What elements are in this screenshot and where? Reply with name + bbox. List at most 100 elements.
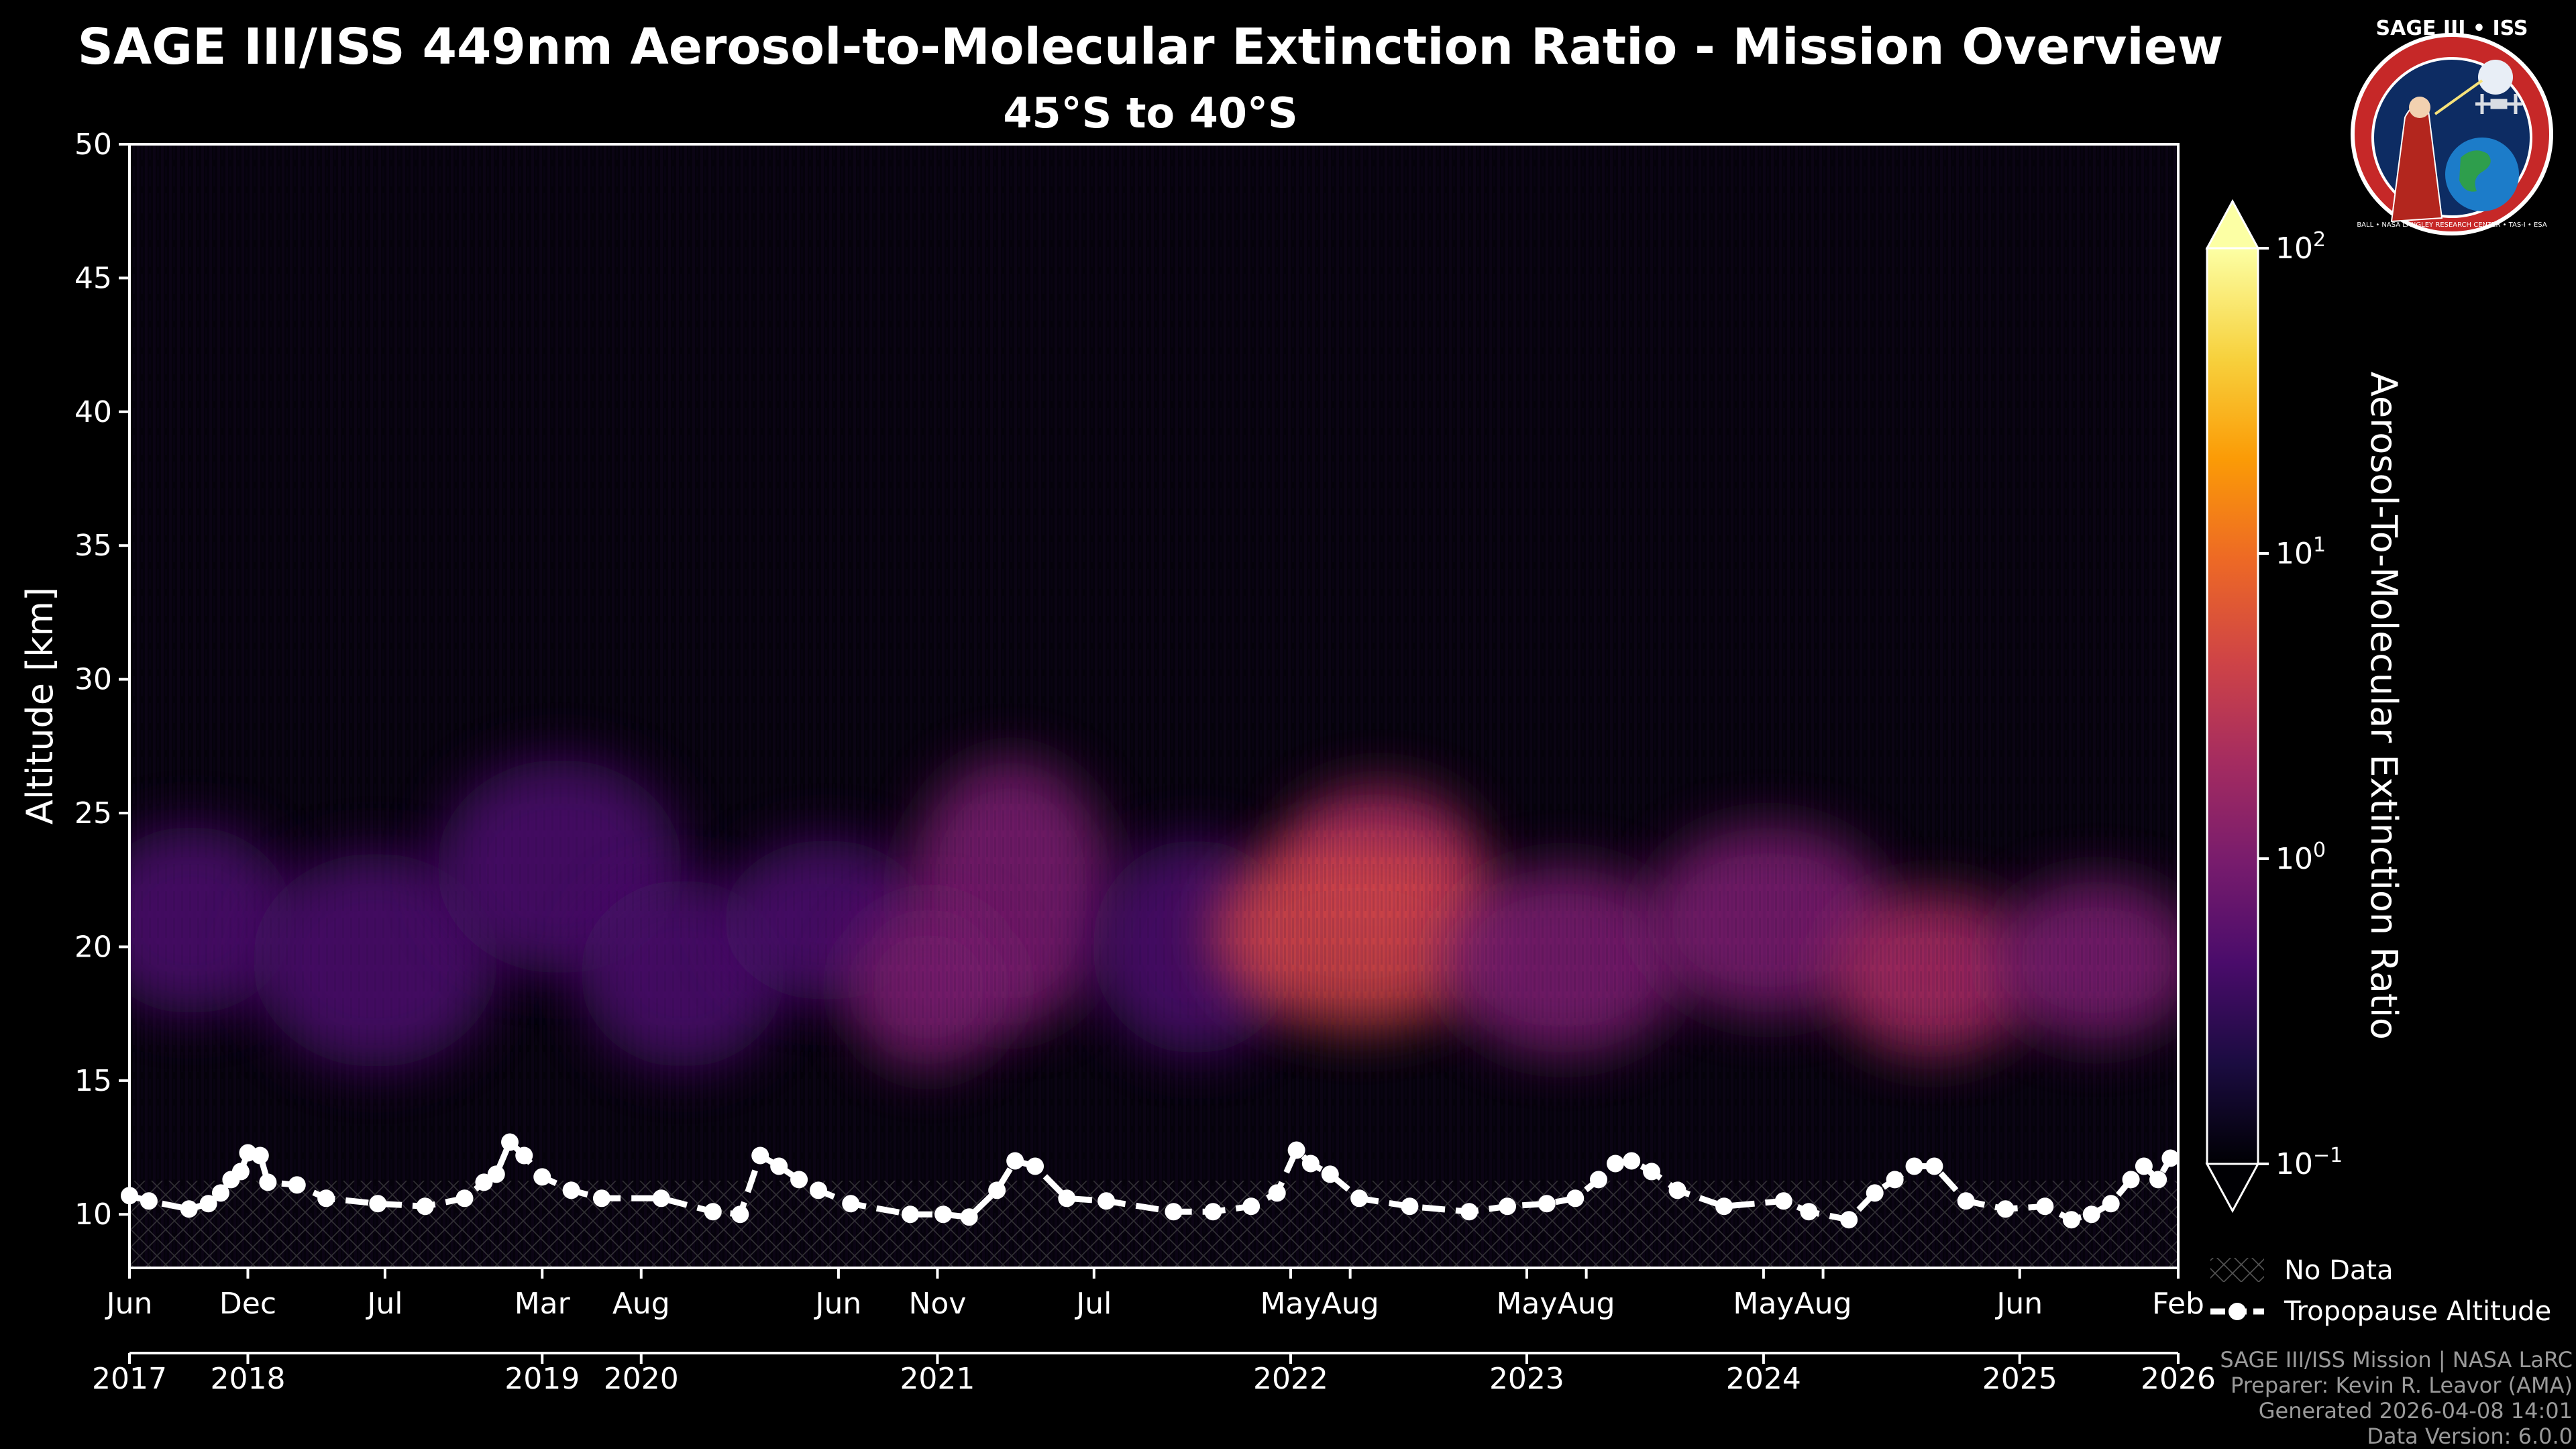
tropopause-point	[1499, 1197, 1517, 1216]
x-tick-label: Jun	[1994, 1287, 2043, 1321]
colorbar-label: Aerosol-To-Molecular Extinction Ratio	[2363, 372, 2405, 1040]
colorbar-extend-low	[2205, 1163, 2260, 1214]
astronomer-head-icon	[2409, 97, 2430, 118]
tropopause-point	[1607, 1155, 1625, 1173]
tropopause-point	[1350, 1189, 1368, 1208]
x-tick-label: Aug	[1794, 1287, 1852, 1321]
logo-ring-text: BALL • NASA LANGLEY RESEARCH CENTER • TA…	[2357, 221, 2547, 229]
tropopause-point	[731, 1205, 749, 1224]
x-tick-label: Jun	[814, 1287, 862, 1321]
x-tick-label: Jul	[1074, 1287, 1112, 1321]
colorbar-ticks: 10−1 100 101 102	[2258, 228, 2343, 1181]
tropopause-point	[140, 1192, 158, 1210]
x-tick-label: Jun	[105, 1287, 153, 1321]
footer-preparer: Preparer: Kevin R. Leavor (AMA)	[2231, 1373, 2573, 1398]
tropopause-point	[2135, 1157, 2153, 1175]
tropopause-point	[199, 1195, 217, 1213]
x-tick-label: Feb	[2152, 1287, 2204, 1321]
x-tick-label: May	[1733, 1287, 1794, 1321]
tropopause-point	[1268, 1184, 1286, 1202]
tropopause-point	[1287, 1141, 1305, 1159]
tropopause-point	[455, 1189, 474, 1208]
x-axis-months: Jun Dec Jul Mar Aug Jun Nov Jul May Aug May Aug May A…	[105, 1268, 2204, 1321]
colorbar-tick-label: 100	[2275, 839, 2326, 876]
footer-generated: Generated 2026-04-08 14:01	[2259, 1398, 2573, 1424]
heatmap-texture	[129, 144, 2178, 1268]
y-tick-label: 35	[74, 529, 112, 563]
mission-logo: SAGE III • ISS BALL • NASA LANGLEY RESEA…	[2351, 17, 2553, 235]
year-tick-label: 2024	[1726, 1362, 1801, 1396]
tropopause-point	[1058, 1189, 1076, 1208]
tropopause-point	[2122, 1171, 2140, 1189]
x-tick-label: Aug	[1322, 1287, 1379, 1321]
tropopause-point	[704, 1203, 722, 1221]
tropopause-point	[1401, 1197, 1419, 1216]
tropopause-point	[592, 1189, 610, 1208]
tropopause-point	[1026, 1157, 1044, 1175]
colorbar-gradient	[2206, 247, 2259, 1165]
tropopause-point	[1886, 1171, 1904, 1189]
y-tick-label: 20	[74, 930, 112, 964]
legend-tropopause-marker	[2229, 1303, 2246, 1320]
tropopause-point	[515, 1146, 533, 1165]
year-tick-label: 2020	[604, 1362, 679, 1396]
tropopause-point	[1800, 1203, 1818, 1221]
year-tick-label: 2022	[1253, 1362, 1328, 1396]
tropopause-point	[211, 1184, 229, 1202]
tropopause-point	[317, 1189, 335, 1208]
space-station-icon	[2475, 94, 2522, 114]
tropopause-point	[2161, 1149, 2180, 1167]
x-tick-label: Jul	[365, 1287, 402, 1321]
tropopause-point	[369, 1195, 387, 1213]
tropopause-point	[1623, 1152, 1641, 1170]
year-tick-label: 2019	[504, 1362, 580, 1396]
logo-title: SAGE III • ISS	[2376, 17, 2528, 40]
x-tick-label: Aug	[612, 1287, 670, 1321]
tropopause-point	[2149, 1171, 2167, 1189]
tropopause-point	[2062, 1211, 2080, 1229]
tropopause-point	[288, 1176, 306, 1194]
colorbar-tick-label: 101	[2275, 533, 2326, 571]
tropopause-point	[1866, 1184, 1884, 1202]
tropopause-point	[2082, 1205, 2100, 1224]
tropopause-point	[1321, 1165, 1339, 1183]
y-tick-label: 25	[74, 796, 112, 830]
year-tick-label: 2021	[900, 1362, 975, 1396]
tropopause-point	[1715, 1197, 1733, 1216]
y-tick-label: 15	[74, 1064, 112, 1098]
tropopause-point	[1460, 1203, 1479, 1221]
x-tick-label: May	[1260, 1287, 1321, 1321]
tropopause-point	[1774, 1192, 1792, 1210]
tropopause-point	[1905, 1157, 1923, 1175]
tropopause-markers	[121, 1133, 2180, 1229]
colorbar: 10−1 100 101 102 Aerosol-To-Molecular Extin…	[2205, 199, 2405, 1214]
tropopause-point	[751, 1146, 769, 1165]
chart-title: SAGE III/ISS 449nm Aerosol-to-Molecular …	[78, 18, 2224, 76]
x-tick-label: Aug	[1558, 1287, 1615, 1321]
tropopause-point	[1301, 1155, 1320, 1173]
tropopause-point	[501, 1133, 519, 1151]
tropopause-point	[790, 1171, 808, 1189]
legend-nodata-label: No Data	[2284, 1255, 2394, 1286]
x-tick-label: Nov	[908, 1287, 966, 1321]
tropopause-point	[1840, 1211, 1858, 1229]
x-tick-label: Mar	[515, 1287, 571, 1321]
year-tick-label: 2026	[2141, 1362, 2216, 1396]
y-tick-label: 40	[74, 395, 112, 429]
tropopause-point	[562, 1181, 580, 1199]
y-axis-label: Altitude [km]	[19, 587, 61, 824]
tropopause-point	[988, 1181, 1006, 1199]
tropopause-point	[1957, 1192, 1975, 1210]
tropopause-point	[652, 1189, 670, 1208]
year-tick-label: 2023	[1489, 1362, 1564, 1396]
tropopause-point	[180, 1200, 198, 1218]
tropopause-point	[2036, 1197, 2054, 1216]
y-tick-label: 30	[74, 663, 112, 697]
colorbar-extend-high	[2205, 199, 2260, 250]
colorbar-tick-label: 10−1	[2275, 1144, 2343, 1181]
moon-icon	[2478, 60, 2513, 95]
plot-frame	[128, 143, 2180, 1269]
tropopause-point	[1589, 1171, 1607, 1189]
tropopause-point	[475, 1173, 493, 1191]
legend-tropopause-label: Tropopause Altitude	[2284, 1296, 2551, 1327]
